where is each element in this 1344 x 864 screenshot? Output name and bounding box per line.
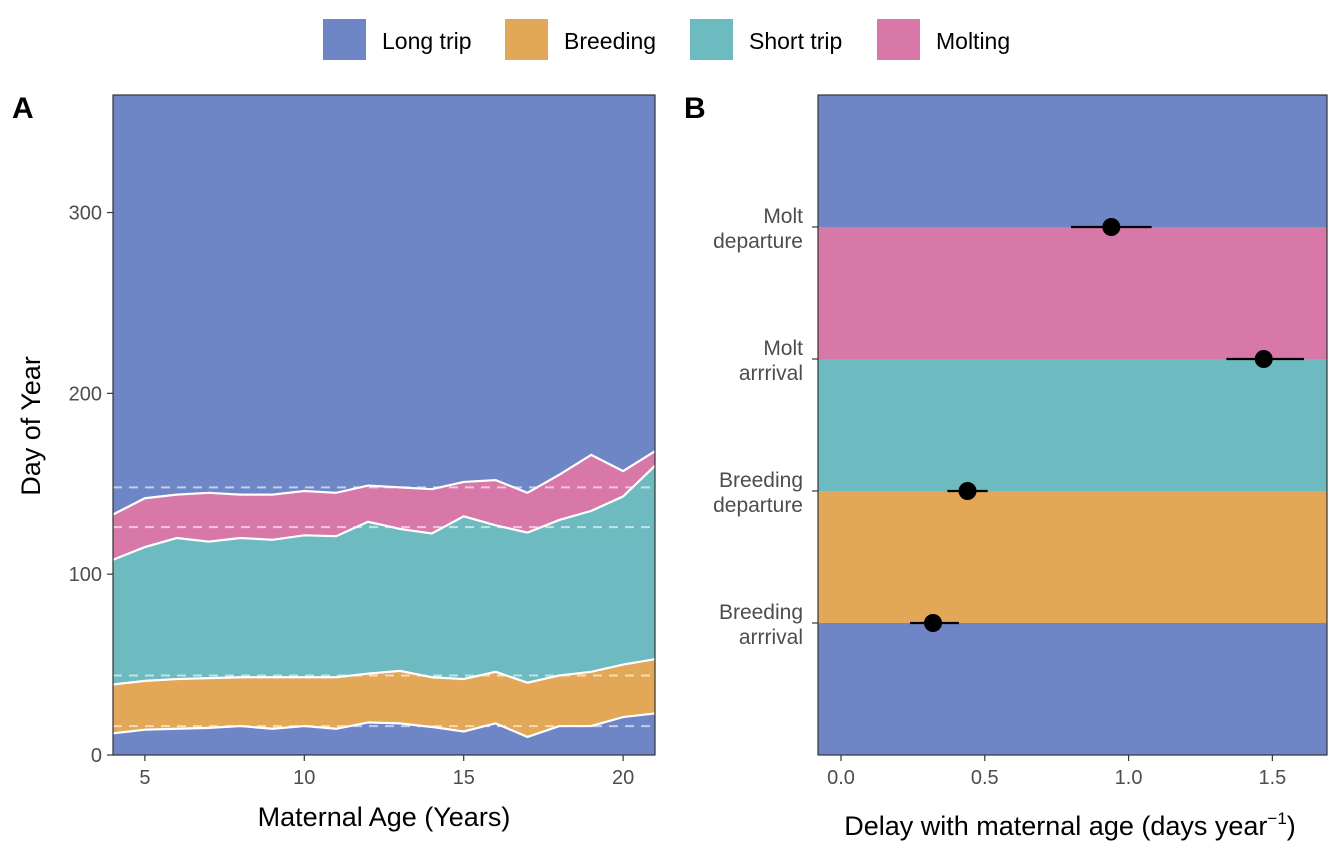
panel-a-y-tick-label-0: 0: [91, 745, 102, 767]
panel-a-x-tick-label-5: 5: [139, 767, 150, 789]
panel-b-band-0-long-trip: [818, 623, 1327, 755]
panel-a-y-axis-title: Day of Year: [16, 356, 46, 496]
panel-b-x-tick-label-1-0: 1.0: [1115, 767, 1143, 789]
panel-a-band-1-breeding: [113, 659, 655, 737]
panel-b-tag: B: [684, 92, 706, 125]
panel-a-x-axis-title: Maternal Age (Years): [258, 802, 511, 832]
panel-b-y-tick-label-line-2: departure: [713, 230, 803, 253]
panel-b-y-tick-label-breeding-arrrival: Breeding arrrival: [719, 601, 803, 649]
panel-b-x-axis-title: Delay with maternal age (days year−1): [844, 809, 1296, 841]
panel-a-x-tick-label-20: 20: [612, 767, 634, 789]
panel-b-band-4-long-trip: [818, 95, 1327, 227]
panel-b-band-1-breeding: [818, 491, 1327, 623]
panel-b-band-2-short-trip: [818, 359, 1327, 491]
panel-a-line-breeding-arrival: [112, 712, 656, 739]
panel-a-band-2-short-trip: [113, 465, 655, 685]
panel-b-point-molt-arrrival: [1254, 350, 1273, 368]
panel-a-line-molt-departure: [112, 450, 656, 516]
panel-b-y-tick-label-breeding-departure: Breeding departure: [713, 469, 803, 517]
panel-a-line-breeding-departure: [112, 658, 656, 686]
legend-label-long-trip: Long trip: [382, 28, 472, 54]
legend-label-molting: Molting: [936, 28, 1010, 54]
panel-a-x-tick-label-10: 10: [293, 767, 315, 789]
legend-label-breeding: Breeding: [564, 28, 656, 54]
panel-b-y-tick-label-line-2: arrrival: [739, 626, 803, 649]
panel-a-y-tick-label-100: 100: [69, 564, 102, 586]
panel-a-frame: [112, 94, 656, 756]
panel-b-y-tick-label-line-1: Molt: [763, 337, 803, 360]
panel-b-point-breeding-departure: [958, 482, 977, 500]
panel-b-x-tick-label-1-5: 1.5: [1258, 767, 1286, 789]
legend-swatch-breeding: [505, 19, 548, 60]
panel-b-point-breeding-arrrival: [924, 614, 943, 632]
panel-b-band-3-molting: [818, 227, 1327, 359]
legend-swatch-long-trip: [323, 19, 366, 60]
legend: Long trip Breeding Short trip Molting: [323, 19, 1010, 60]
panel-b-x-tick-label-0-0: 0.0: [827, 767, 855, 789]
panel-a-y-tick-label-200: 200: [69, 383, 102, 405]
legend-label-short-trip: Short trip: [749, 28, 842, 54]
legend-swatch-molting: [877, 19, 920, 60]
panel-a-x-tick-label-15: 15: [453, 767, 475, 789]
panel-b-x-axis-title-tail: ): [1287, 811, 1296, 841]
panel-b-y-tick-label-line-2: departure: [713, 494, 803, 517]
panel-a-band-0-long-trip: [113, 713, 655, 755]
panel-b-frame: [817, 94, 1328, 756]
panel-a-line-molt-arrival: [112, 464, 656, 561]
legend-swatch-short-trip: [690, 19, 733, 60]
panel-a-y-tick-label-300: 300: [69, 203, 102, 225]
panel-a-band-4-long-trip: [113, 95, 655, 515]
panel-a-band-3-molting: [113, 451, 655, 560]
panel-b-y-tick-label-line-2: arrrival: [739, 362, 803, 385]
panel-b-y-tick-label-molt-departure: Molt departure: [713, 205, 803, 253]
panel-a-tag: A: [12, 92, 34, 125]
panel-b-y-tick-label-line-1: Breeding: [719, 601, 803, 624]
panel-b-y-tick-label-molt-arrrival: Molt arrrival: [739, 337, 803, 385]
panel-b-point-molt-departure: [1102, 218, 1121, 236]
panel-b-y-tick-label-line-1: Breeding: [719, 469, 803, 492]
panel-b-y-tick-label-line-1: Molt: [763, 205, 803, 228]
panel-b-x-axis-title-superscript: −1: [1267, 809, 1286, 828]
panel-b-x-axis-title-main: Delay with maternal age (days year: [844, 811, 1267, 841]
panel-b-x-tick-label-0-5: 0.5: [971, 767, 999, 789]
